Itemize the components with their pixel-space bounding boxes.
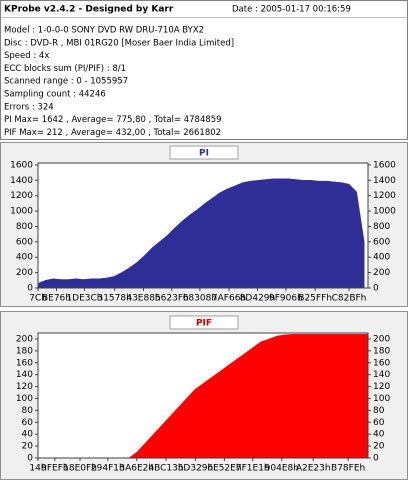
y-tick-label: 800 (16, 222, 33, 232)
y-tick-label-right: 800 (373, 222, 390, 232)
y-tick-label-right: 200 (373, 334, 390, 344)
x-tick-label: 904E8h (265, 464, 299, 474)
scan-date: Date : 2005-01-17 00:16:59 (232, 5, 351, 15)
x-tick-label: C82BFh (332, 294, 367, 304)
y-tick-label-right: 40 (373, 430, 385, 440)
x-tick-label: 9FEFh (41, 464, 68, 474)
y-tick-label-right: 80 (373, 406, 385, 416)
x-tick-label: 43E88h (126, 294, 160, 304)
x-tick-label: 5623Fh (155, 294, 189, 304)
y-tick-label-right: 100 (373, 394, 390, 404)
chart-title-box (169, 315, 239, 330)
y-tick-label: 200 (16, 334, 33, 344)
plot-frame (37, 332, 369, 459)
x-tick-label: 9F906h (269, 294, 303, 304)
y-tick-label-right: 1200 (373, 191, 396, 201)
y-tick-label: 1200 (10, 191, 33, 201)
y-tick-label: 0 (27, 284, 33, 294)
x-tick-label: 68308h (183, 294, 217, 304)
y-tick-label: 80 (22, 406, 34, 416)
x-tick-label: 3A6E2h (119, 464, 154, 474)
y-tick-label-right: 140 (373, 370, 390, 380)
info-line: Model : 1-0-0-0 SONY DVD RW DRU-710A BYX… (4, 26, 204, 36)
plot-frame (37, 162, 369, 289)
y-tick-label: 120 (16, 382, 33, 392)
info-line: Sampling count : 44246 (4, 90, 106, 100)
y-tick-label: 60 (22, 418, 34, 428)
y-tick-label: 200 (16, 268, 33, 278)
y-tick-label-right: 0 (373, 284, 379, 294)
info-line: Errors : 324 (4, 102, 54, 112)
y-tick-label-right: 200 (373, 268, 390, 278)
y-tick-label-right: 1600 (373, 160, 396, 170)
x-tick-label: 4BC13h (148, 464, 183, 474)
info-lines: Model : 1-0-0-0 SONY DVD RW DRU-710A BYX… (4, 26, 234, 138)
y-tick-label-right: 180 (373, 346, 390, 356)
chart-title: PI (199, 149, 209, 159)
y-tick-label: 1000 (10, 207, 33, 217)
x-tick-label: 7Ch (29, 294, 47, 304)
x-tick-label: A2E23h (296, 464, 331, 474)
y-tick-label-right: 600 (373, 237, 390, 247)
x-tick-label: 7AF66h (212, 294, 246, 304)
y-tick-label: 400 (16, 253, 33, 263)
app-title: KProbe v2.4.2 - Designed by Karr (4, 5, 174, 15)
y-tick-label-right: 120 (373, 382, 390, 392)
y-tick-label: 1600 (10, 160, 33, 170)
y-tick-label: 1400 (10, 176, 33, 186)
y-tick-label: 20 (22, 442, 34, 452)
x-tick-label: 5D329h (178, 464, 214, 474)
y-tick-label: 600 (16, 237, 33, 247)
chart-title-box (169, 145, 239, 160)
x-tick-label: 6E52Eh (207, 464, 241, 474)
y-tick-label-right: 60 (373, 418, 385, 428)
x-tick-label: 14h (29, 464, 46, 474)
x-tick-label: 31578h (97, 294, 131, 304)
info-line: Scanned range : 0 - 1055957 (4, 77, 128, 87)
info-line: Disc : DVD-R , MBI 01RG20 [Moser Baer In… (4, 38, 234, 48)
y-tick-label: 140 (16, 370, 33, 380)
y-tick-label-right: 1000 (373, 207, 396, 217)
y-tick-label-right: 20 (373, 442, 385, 452)
x-tick-label: 7F1E1h (236, 464, 270, 474)
y-tick-label: 0 (27, 454, 33, 464)
y-tick-label: 180 (16, 346, 33, 356)
info-line: Speed : 4x (4, 51, 49, 61)
info-line: PI Max= 1642 , Average= 775,80 , Total= … (4, 115, 222, 125)
info-line: PIF Max= 212 , Average= 432,00 , Total= … (4, 128, 221, 138)
y-tick-label-right: 0 (373, 454, 379, 464)
y-tick-label: 160 (16, 358, 33, 368)
data-area (37, 178, 365, 289)
x-tick-label: B25FFh (298, 294, 332, 304)
y-tick-label-right: 400 (373, 253, 390, 263)
x-tick-label: 1DE3Ch (66, 294, 102, 304)
y-tick-label-right: 1400 (373, 176, 396, 186)
x-tick-label: 18E0Fh (63, 464, 97, 474)
chart-title: PIF (196, 319, 212, 329)
info-line: ECC blocks sum (PI/PIF) : 8/1 (4, 64, 126, 74)
y-tick-label: 40 (22, 430, 34, 440)
x-tick-label: 8D429h (240, 294, 276, 304)
x-tick-label: 294F1h (91, 464, 125, 474)
x-tick-label: B78FEh (331, 464, 365, 474)
x-tick-label: BE76h (42, 294, 71, 304)
info-panel (0, 0, 408, 140)
y-tick-label: 100 (16, 394, 33, 404)
y-tick-label-right: 160 (373, 358, 390, 368)
